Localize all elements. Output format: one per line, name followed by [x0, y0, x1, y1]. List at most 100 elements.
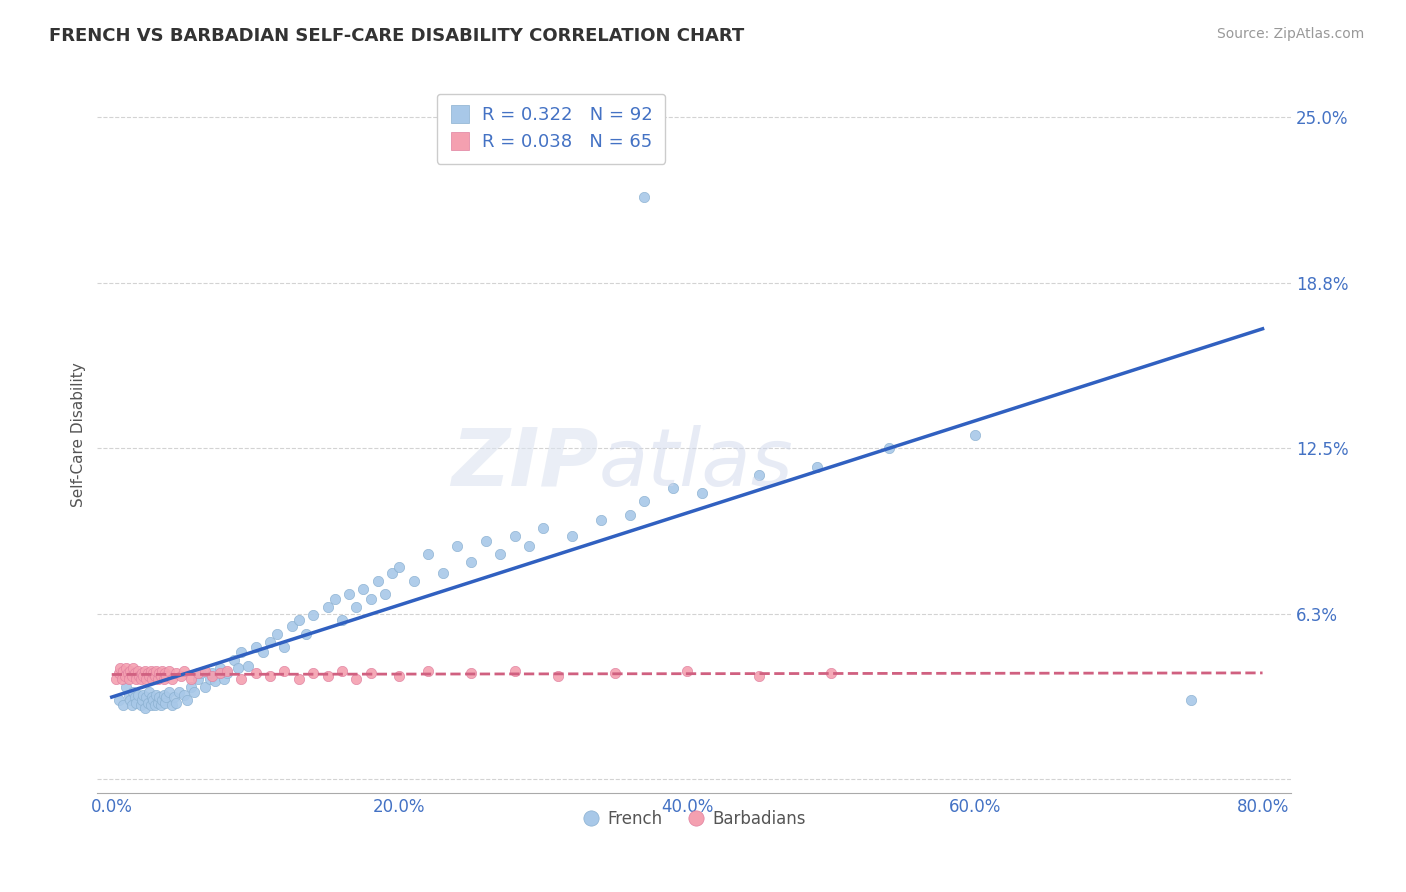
- Point: [330, 664, 353, 678]
- Point: [180, 680, 202, 694]
- Point: [302, 666, 325, 681]
- Point: [153, 696, 176, 710]
- Point: [748, 669, 770, 683]
- Point: [183, 685, 205, 699]
- Point: [215, 664, 238, 678]
- Point: [118, 688, 141, 702]
- Point: [131, 693, 153, 707]
- Point: [122, 661, 145, 675]
- Point: [432, 566, 454, 580]
- Point: [160, 672, 183, 686]
- Point: [142, 666, 165, 681]
- Point: [148, 666, 170, 681]
- Point: [125, 672, 148, 686]
- Point: [287, 614, 309, 628]
- Point: [330, 614, 353, 628]
- Point: [176, 693, 198, 707]
- Point: [201, 666, 224, 681]
- Point: [127, 688, 149, 702]
- Point: [129, 672, 152, 686]
- Point: [231, 672, 253, 686]
- Point: [141, 672, 163, 686]
- Point: [605, 666, 627, 681]
- Point: [124, 690, 146, 705]
- Point: [132, 688, 155, 702]
- Point: [115, 680, 138, 694]
- Point: [146, 672, 169, 686]
- Point: [112, 698, 135, 713]
- Point: [259, 669, 281, 683]
- Point: [160, 698, 183, 713]
- Point: [152, 672, 174, 686]
- Point: [173, 664, 195, 678]
- Point: [145, 664, 167, 678]
- Point: [131, 666, 153, 681]
- Point: [128, 669, 150, 683]
- Text: FRENCH VS BARBADIAN SELF-CARE DISABILITY CORRELATION CHART: FRENCH VS BARBADIAN SELF-CARE DISABILITY…: [49, 27, 744, 45]
- Point: [173, 688, 195, 702]
- Point: [152, 688, 174, 702]
- Point: [117, 666, 139, 681]
- Point: [118, 672, 141, 686]
- Point: [198, 672, 221, 686]
- Point: [222, 653, 245, 667]
- Point: [820, 666, 842, 681]
- Point: [120, 664, 142, 678]
- Point: [122, 685, 145, 699]
- Point: [589, 513, 612, 527]
- Point: [145, 688, 167, 702]
- Point: [208, 661, 231, 675]
- Point: [111, 672, 134, 686]
- Point: [150, 664, 173, 678]
- Point: [132, 669, 155, 683]
- Point: [204, 674, 226, 689]
- Point: [474, 534, 496, 549]
- Point: [238, 658, 260, 673]
- Point: [877, 442, 900, 456]
- Point: [127, 664, 149, 678]
- Point: [139, 698, 162, 713]
- Point: [150, 693, 173, 707]
- Point: [360, 592, 382, 607]
- Point: [155, 690, 177, 705]
- Point: [337, 587, 360, 601]
- Point: [136, 696, 159, 710]
- Point: [169, 685, 191, 699]
- Point: [114, 669, 136, 683]
- Point: [676, 664, 699, 678]
- Point: [661, 481, 683, 495]
- Point: [157, 685, 180, 699]
- Text: atlas: atlas: [599, 425, 793, 503]
- Point: [690, 486, 713, 500]
- Point: [155, 669, 177, 683]
- Point: [166, 666, 188, 681]
- Point: [374, 587, 396, 601]
- Point: [547, 669, 569, 683]
- Point: [201, 669, 224, 683]
- Point: [149, 698, 172, 713]
- Point: [148, 690, 170, 705]
- Point: [245, 666, 267, 681]
- Point: [108, 666, 131, 681]
- Point: [194, 664, 217, 678]
- Point: [120, 693, 142, 707]
- Point: [231, 645, 253, 659]
- Point: [489, 547, 512, 561]
- Point: [143, 698, 166, 713]
- Point: [212, 672, 235, 686]
- Text: ZIP: ZIP: [451, 425, 599, 503]
- Legend: French, Barbadians: French, Barbadians: [576, 803, 813, 834]
- Point: [806, 459, 828, 474]
- Point: [134, 701, 156, 715]
- Point: [1180, 693, 1202, 707]
- Point: [245, 640, 267, 654]
- Point: [381, 566, 404, 580]
- Point: [418, 547, 440, 561]
- Point: [136, 666, 159, 681]
- Point: [121, 669, 143, 683]
- Point: [149, 669, 172, 683]
- Point: [139, 664, 162, 678]
- Point: [143, 669, 166, 683]
- Point: [619, 508, 641, 522]
- Point: [266, 626, 288, 640]
